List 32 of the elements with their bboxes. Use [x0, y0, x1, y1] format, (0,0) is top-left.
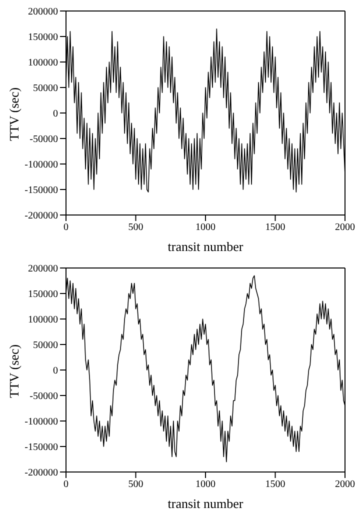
x-axis-title: transit number — [168, 496, 244, 511]
y-tick-label: 100000 — [28, 314, 58, 326]
y-tick-label: -150000 — [24, 185, 58, 196]
x-tick-label: 1500 — [265, 479, 286, 490]
x-axis-title: transit number — [168, 239, 244, 254]
y-tick-label: -200000 — [24, 210, 58, 222]
x-tick-label: 500 — [128, 479, 144, 490]
x-tick-label: 0 — [64, 222, 68, 234]
y-tick-label: 100000 — [28, 58, 58, 69]
y-tick-label: -100000 — [24, 416, 58, 428]
y-tick-label: 150000 — [28, 289, 58, 300]
x-tick-label: 0 — [64, 479, 68, 490]
x-tick-label: 2000 — [335, 479, 355, 490]
y-tick-label: 0 — [53, 366, 58, 377]
y-axis-title: TTV (sec) — [6, 87, 22, 141]
y-tick-label: 50000 — [33, 340, 58, 352]
y-tick-label: 50000 — [33, 83, 58, 94]
x-tick-label: 1500 — [265, 222, 286, 234]
x-tick-label: 1000 — [196, 479, 216, 490]
y-tick-label: -200000 — [24, 468, 58, 479]
x-tick-label: 500 — [128, 222, 144, 234]
y-tick-label: 0 — [53, 108, 58, 120]
y-tick-label: 150000 — [28, 32, 58, 44]
y-tick-label: 200000 — [28, 264, 58, 275]
y-tick-label: -50000 — [30, 134, 58, 146]
x-tick-label: 2000 — [335, 222, 355, 234]
y-tick-label: 200000 — [28, 6, 58, 18]
y-tick-label: -50000 — [30, 391, 58, 402]
y-tick-label: -150000 — [24, 442, 58, 454]
x-tick-label: 1000 — [196, 222, 216, 234]
y-tick-label: -100000 — [24, 160, 58, 171]
y-axis-title: TTV (sec) — [6, 344, 22, 398]
